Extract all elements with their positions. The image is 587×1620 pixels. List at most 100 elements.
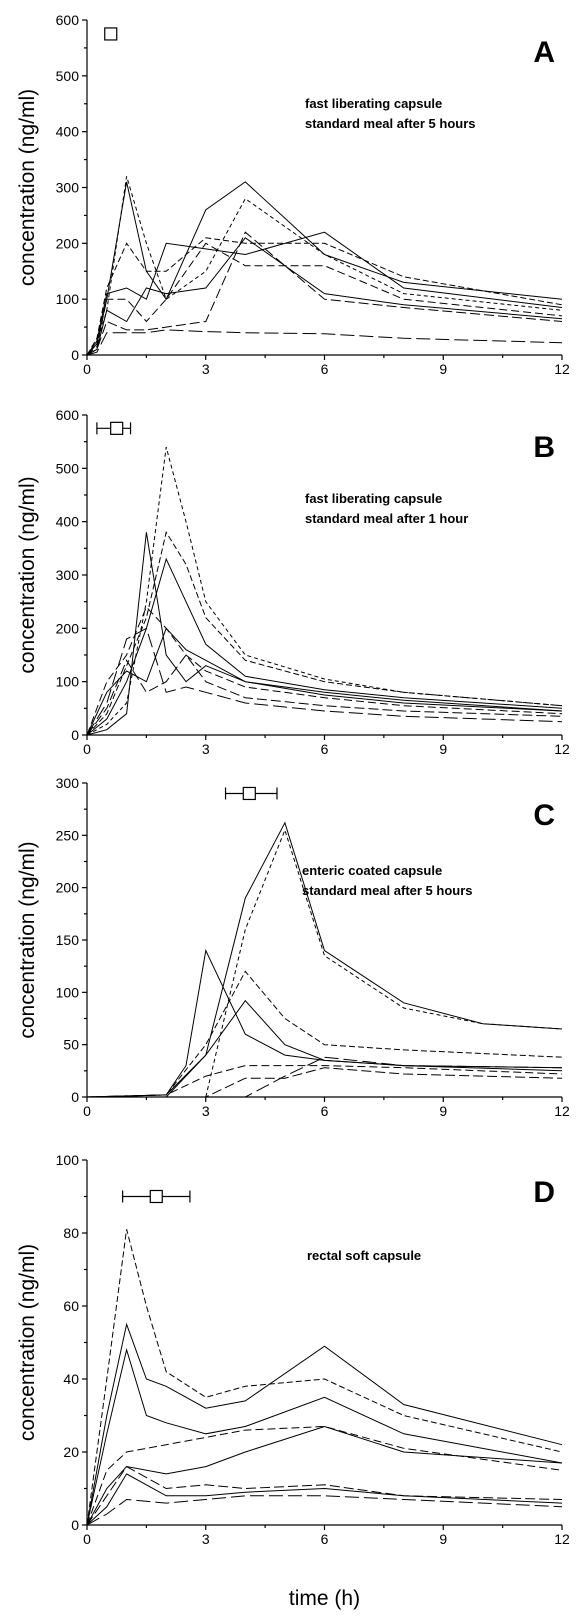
series-line-6: [86, 627, 563, 736]
x-tick-label: 0: [83, 1531, 91, 1547]
chart-panel-c: 0 50 100 150 200 250 300 0 3 6 9 12 concentration (n…: [16, 775, 570, 1119]
y-axis-label: concentration (ng/ml): [16, 1244, 39, 1441]
y-tick-label: 100: [56, 984, 80, 1000]
annotation-line: standard meal after 1 hour: [305, 511, 468, 526]
series-line-2: [87, 828, 563, 1098]
y-tick-label: 100: [56, 674, 80, 690]
chart-panel-d: 0 20 40 60 80 100 0 3 6 9 12 concentration (ng/ml) D…: [16, 1152, 570, 1610]
series-line-1: [86, 446, 563, 736]
annotation-line: fast liberating capsule: [305, 96, 442, 111]
x-tick-label: 9: [439, 1103, 447, 1119]
x-tick-label: 0: [83, 741, 91, 757]
series-line-4: [86, 1425, 563, 1526]
chart-panel-a: 0 100 200 300 400 500 600 0 3 6 9 12 concentration (…: [16, 12, 570, 377]
series-line-6: [86, 1465, 563, 1526]
series-line-8: [86, 1495, 563, 1526]
series-line-1: [87, 821, 563, 1098]
y-tick-label: 0: [71, 1517, 79, 1533]
x-axis-label: time (h): [289, 1587, 360, 1610]
y-tick-label: 60: [63, 1298, 79, 1314]
x-tick-label: 9: [439, 741, 447, 757]
y-tick-label: 300: [56, 180, 80, 196]
y-tick-label: 0: [71, 347, 79, 363]
y-tick-label: 500: [56, 68, 80, 84]
tmax-marker: [110, 421, 124, 435]
chart-panel-b: 0 100 200 300 400 500 600 0 3 6 9 12 concentration (…: [16, 407, 570, 757]
x-tick-label: 12: [554, 741, 570, 757]
y-tick-label: 150: [56, 932, 80, 948]
x-tick-label: 3: [202, 741, 210, 757]
series-line-7: [87, 1067, 563, 1098]
series-line-4: [86, 970, 563, 1098]
y-tick-label: 80: [63, 1225, 79, 1241]
y-tick-label: 0: [71, 1089, 79, 1105]
annotation-line: fast liberating capsule: [305, 491, 442, 506]
y-tick-label: 400: [56, 514, 80, 530]
x-tick-label: 3: [202, 1103, 210, 1119]
series-line-7: [86, 231, 563, 356]
x-tick-label: 9: [439, 361, 447, 377]
y-tick-label: 500: [56, 460, 80, 476]
y-tick-label: 600: [56, 12, 80, 28]
x-tick-label: 3: [202, 1531, 210, 1547]
x-tick-label: 6: [321, 1103, 329, 1119]
series-line-6: [86, 1065, 563, 1098]
series-line-8: [86, 627, 563, 736]
x-tick-label: 0: [83, 1103, 91, 1119]
x-tick-label: 3: [202, 361, 210, 377]
x-tick-label: 12: [554, 1531, 570, 1547]
panel-letter: C: [533, 799, 555, 832]
y-tick-label: 300: [56, 775, 80, 791]
x-tick-label: 6: [321, 1531, 329, 1547]
series-line-5: [86, 999, 563, 1098]
y-tick-label: 400: [56, 124, 80, 140]
y-tick-label: 100: [56, 1152, 80, 1168]
series-line-3: [86, 531, 563, 736]
series-line-4: [86, 231, 563, 356]
series-line-2: [86, 181, 563, 356]
series-line-7: [86, 1473, 563, 1526]
tmax-marker: [149, 1189, 163, 1204]
x-tick-label: 6: [321, 361, 329, 377]
y-axis-label: concentration (ng/ml): [16, 841, 39, 1038]
y-tick-label: 50: [63, 1037, 79, 1053]
series-line-6: [86, 237, 563, 356]
series-line-2: [86, 1322, 563, 1526]
annotation-line: standard meal after 5 hours: [305, 116, 476, 131]
series-line-3: [86, 1347, 563, 1526]
y-tick-label: 200: [56, 235, 80, 251]
y-tick-label: 600: [56, 407, 80, 423]
annotation-line: enteric coated capsule: [302, 863, 442, 878]
x-tick-label: 0: [83, 361, 91, 377]
panel-letter: D: [533, 1176, 555, 1209]
series-line-5: [86, 1425, 563, 1526]
y-tick-label: 200: [56, 620, 80, 636]
series-line-5: [86, 242, 563, 356]
y-tick-label: 40: [63, 1371, 79, 1387]
panel-letter: B: [533, 431, 555, 464]
annotation-line: rectal soft capsule: [307, 1248, 421, 1263]
x-tick-label: 12: [554, 1103, 570, 1119]
y-tick-label: 300: [56, 567, 80, 583]
panel-letter: A: [533, 36, 555, 69]
tmax-marker: [104, 27, 118, 41]
y-tick-label: 100: [56, 291, 80, 307]
series-line-3: [86, 237, 563, 356]
series-line-8: [87, 1056, 563, 1098]
series-line-2: [86, 532, 563, 736]
y-tick-label: 0: [71, 727, 79, 743]
y-axis-label: concentration (ng/ml): [16, 476, 39, 673]
y-tick-label: 200: [56, 880, 80, 896]
series-line-8: [86, 329, 563, 356]
series-line-1: [86, 1229, 563, 1526]
y-axis-label: concentration (ng/ml): [16, 89, 39, 286]
y-tick-label: 20: [63, 1444, 79, 1460]
series-line-4: [86, 557, 563, 736]
annotation-line: standard meal after 5 hours: [302, 883, 473, 898]
x-tick-label: 12: [554, 361, 570, 377]
x-tick-label: 6: [321, 741, 329, 757]
series-line-5: [86, 606, 563, 736]
y-tick-label: 250: [56, 827, 80, 843]
tmax-marker: [242, 786, 256, 801]
